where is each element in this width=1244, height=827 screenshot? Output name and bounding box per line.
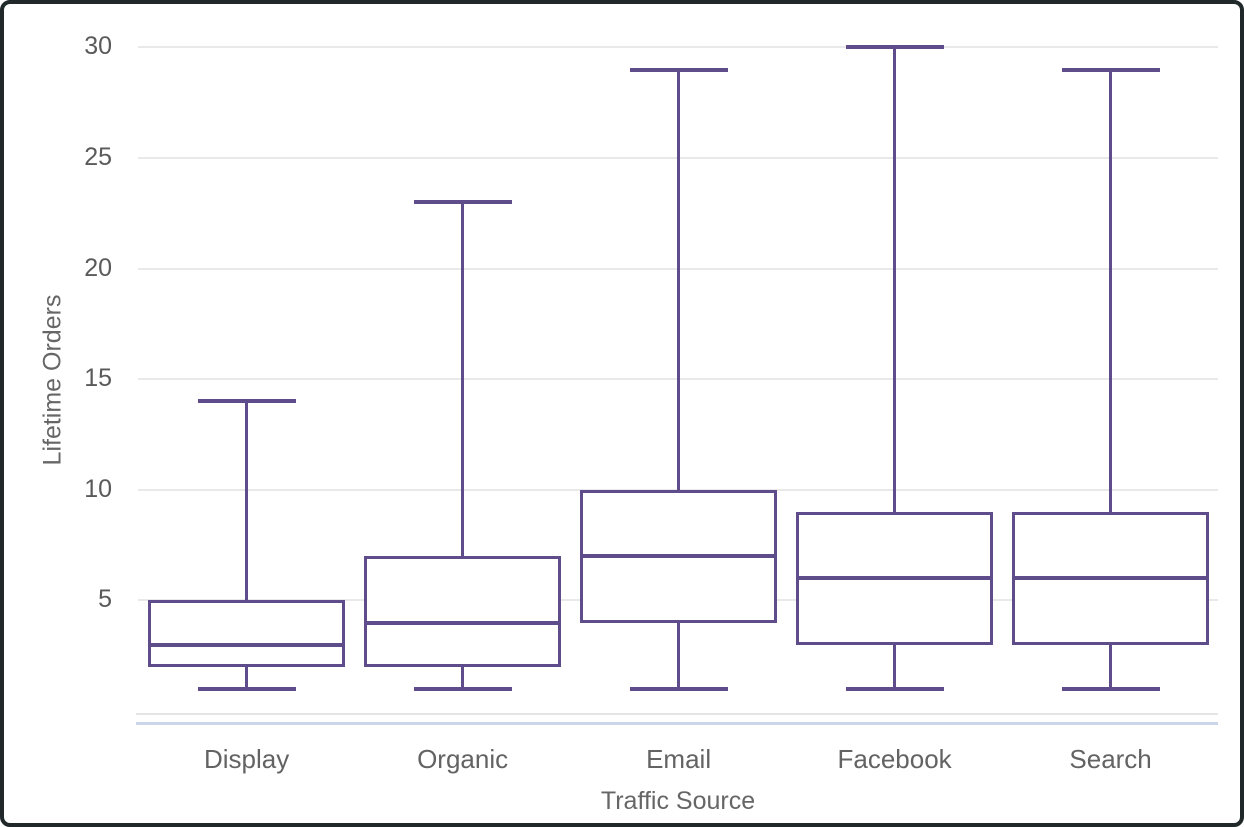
- y-tick-label: 25: [84, 143, 112, 171]
- whisker-upper-display: [245, 401, 249, 601]
- whisker-lower-facebook: [893, 644, 897, 689]
- whisker-cap-low-display: [197, 686, 296, 691]
- x-category-label-email: Email: [646, 744, 712, 774]
- whisker-cap-high-organic: [413, 200, 512, 205]
- x-category-label-display: Display: [203, 744, 290, 774]
- y-tick-label: 20: [84, 253, 112, 282]
- whisker-lower-email: [677, 622, 681, 689]
- whisker-upper-facebook: [893, 47, 897, 512]
- whisker-upper-search: [1109, 69, 1113, 512]
- x-axis-line: [136, 722, 1218, 725]
- whisker-cap-low-email: [629, 686, 728, 691]
- median-facebook: [796, 576, 994, 581]
- y-tick-label: 15: [84, 364, 112, 393]
- median-organic: [364, 620, 562, 625]
- whisker-cap-high-facebook: [845, 45, 944, 50]
- boxplot-canvas: Lifetime Orders Traffic Source 5 10 15 20 25…: [4, 4, 1240, 823]
- plot-bottom-border: [136, 713, 1218, 715]
- whisker-upper-email: [677, 69, 681, 490]
- median-search: [1012, 576, 1210, 581]
- x-category-label-search: Search: [1069, 744, 1152, 774]
- x-category-label-facebook: Facebook: [837, 744, 952, 774]
- y-gridline: [138, 46, 1218, 49]
- whisker-cap-low-organic: [413, 686, 512, 691]
- whisker-cap-low-facebook: [845, 686, 944, 691]
- whisker-lower-display: [245, 666, 249, 689]
- box-organic[interactable]: [364, 556, 562, 667]
- whisker-cap-low-search: [1061, 686, 1160, 691]
- whisker-upper-organic: [461, 202, 465, 557]
- box-display[interactable]: [148, 600, 346, 667]
- median-display: [148, 642, 346, 647]
- y-tick-label: 30: [84, 32, 112, 61]
- x-category-label-organic: Organic: [417, 744, 509, 774]
- median-email: [580, 554, 778, 559]
- whisker-cap-high-email: [629, 67, 728, 72]
- y-tick-label: 10: [84, 474, 112, 503]
- whisker-cap-high-search: [1061, 67, 1160, 72]
- whisker-cap-high-display: [197, 399, 296, 404]
- whisker-lower-search: [1109, 644, 1113, 689]
- y-tick-label: 5: [98, 585, 112, 614]
- whisker-lower-organic: [461, 666, 465, 689]
- x-axis-title: Traffic Source: [600, 787, 756, 815]
